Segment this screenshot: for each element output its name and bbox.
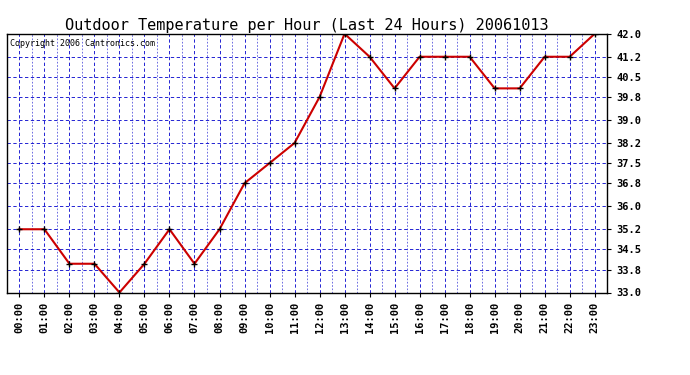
Title: Outdoor Temperature per Hour (Last 24 Hours) 20061013: Outdoor Temperature per Hour (Last 24 Ho… xyxy=(66,18,549,33)
Text: Copyright 2006 Cantronics.com: Copyright 2006 Cantronics.com xyxy=(10,39,155,48)
